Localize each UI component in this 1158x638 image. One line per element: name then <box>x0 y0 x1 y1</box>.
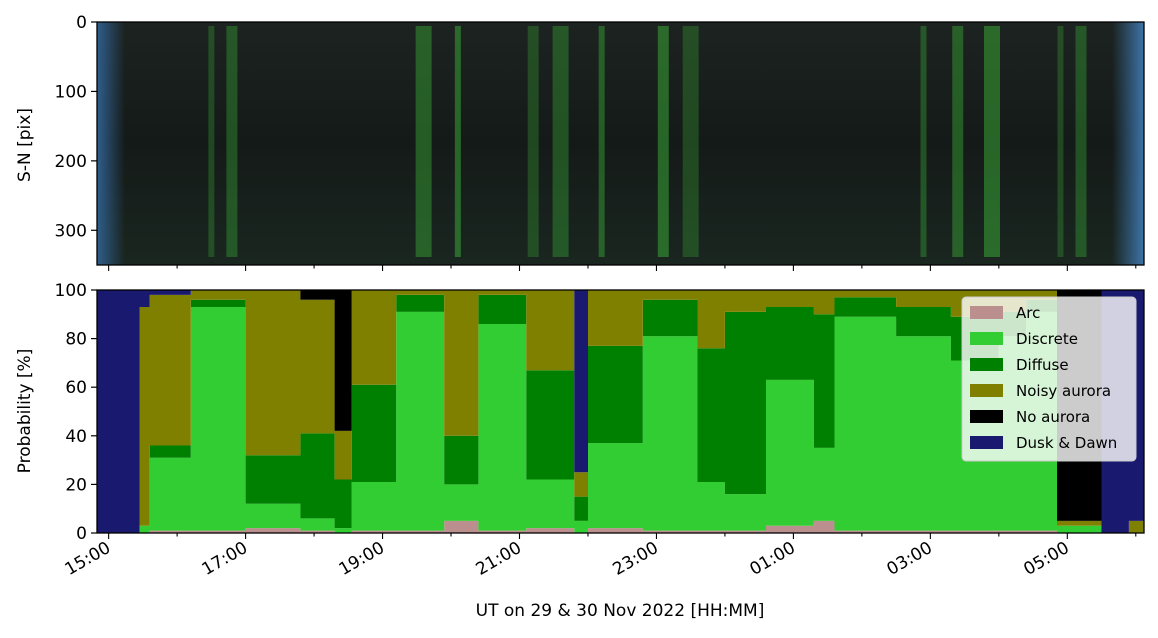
legend-label: Arc <box>1016 304 1040 322</box>
x-tick-label: 19:00 <box>336 538 388 580</box>
keogram-panel: 0 100 200 300 S-N [pix] <box>15 13 1145 271</box>
probability-y-tick-label: 20 <box>65 475 87 495</box>
probability-y-tick-label: 40 <box>65 427 87 447</box>
keogram-dusk-edge <box>97 22 125 265</box>
aurora-band <box>1057 26 1064 257</box>
area-noisy-aurora <box>97 290 1144 533</box>
keogram-y-ticks: 0 100 200 300 <box>55 13 97 241</box>
keogram-y-tick-label: 300 <box>55 221 87 241</box>
keogram-y-axis-label: S-N [pix] <box>15 108 35 182</box>
probability-y-tick-label: 100 <box>55 281 87 301</box>
legend-swatch <box>970 332 1003 345</box>
x-tick-label: 23:00 <box>609 538 661 580</box>
probability-y-tick-label: 60 <box>65 378 87 398</box>
keogram-frame <box>96 21 1145 266</box>
legend: Arc Discrete Diffuse Noisy aurora No aurora D… <box>961 296 1137 462</box>
x-tick-label: 03:00 <box>883 538 935 580</box>
aurora-band <box>598 26 605 257</box>
legend-label: Noisy aurora <box>1016 382 1111 400</box>
aurora-band <box>952 26 964 257</box>
x-tick-label: 01:00 <box>746 538 798 580</box>
keogram-y-tick-label: 0 <box>76 13 87 33</box>
aurora-band <box>208 26 215 257</box>
keogram-y-tick-label: 100 <box>55 82 87 102</box>
probability-frame <box>96 289 1145 534</box>
probability-panel: 0 20 40 60 80 100 15:00 17:00 19:00 21:00 23:00 01… <box>15 281 1145 621</box>
area-discrete <box>97 307 1144 533</box>
aurora-band <box>552 26 569 257</box>
area-diffuse <box>97 294 1144 533</box>
aurora-band <box>527 26 539 257</box>
legend-swatch <box>970 384 1003 397</box>
probability-y-axis-label: Probability [%] <box>15 349 35 474</box>
keogram-dawn-edge <box>1112 22 1144 265</box>
probability-x-ticks: 15:00 17:00 19:00 21:00 23:00 01:00 03:00 05:00 <box>62 533 1137 580</box>
keogram-aurora-bands <box>208 26 1087 257</box>
aurora-band <box>920 26 927 257</box>
aurora-band <box>1075 26 1087 257</box>
probability-y-tick-label: 80 <box>65 330 87 350</box>
aurora-band <box>415 26 432 257</box>
legend-label: No aurora <box>1016 408 1090 426</box>
probability-y-ticks: 0 20 40 60 80 100 <box>55 281 97 544</box>
x-tick-label: 17:00 <box>199 538 251 580</box>
legend-label: Discrete <box>1016 330 1078 348</box>
keogram-x-ticks <box>108 265 1137 271</box>
x-axis-label: UT on 29 & 30 Nov 2022 [HH:MM] <box>476 601 765 621</box>
legend-swatch <box>970 306 1003 319</box>
probability-y-tick-label: 0 <box>76 524 87 544</box>
aurora-band <box>657 26 669 257</box>
aurora-band <box>226 26 238 257</box>
probability-stacked-areas <box>97 290 1144 533</box>
aurora-band <box>983 26 1000 257</box>
legend-label: Diffuse <box>1016 356 1069 374</box>
aurora-band <box>454 26 461 257</box>
keogram-background <box>97 22 1144 265</box>
legend-swatch <box>970 436 1003 449</box>
aurora-band <box>682 26 699 257</box>
x-tick-label: 21:00 <box>473 538 525 580</box>
area-arc <box>97 520 1144 533</box>
keogram-y-tick-label: 200 <box>55 152 87 172</box>
legend-label: Dusk & Dawn <box>1016 434 1117 452</box>
legend-swatch <box>970 410 1003 423</box>
legend-swatch <box>970 358 1003 371</box>
legend-box <box>961 296 1137 462</box>
x-tick-label: 05:00 <box>1020 538 1072 580</box>
x-tick-label: 15:00 <box>62 538 114 580</box>
